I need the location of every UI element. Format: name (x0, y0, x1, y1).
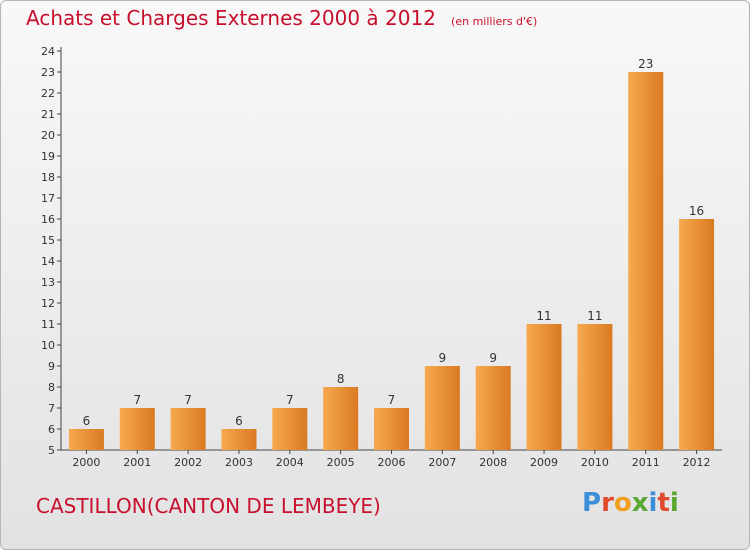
y-tick-label: 15 (41, 234, 55, 247)
bar-value-label: 8 (337, 372, 345, 386)
y-tick-label: 18 (41, 171, 55, 184)
y-tick-label: 17 (41, 192, 55, 205)
bar-2005 (323, 387, 359, 450)
y-tick-label: 24 (41, 45, 55, 58)
y-tick-label: 9 (48, 360, 55, 373)
logo-letter: P (582, 488, 602, 518)
bar-value-label: 7 (133, 393, 141, 407)
bar-2000 (68, 429, 104, 450)
bar-2001 (119, 408, 155, 450)
bar-value-label: 7 (184, 393, 192, 407)
bar-2002 (170, 408, 206, 450)
bar-value-label: 6 (235, 414, 243, 428)
bar-value-label: 9 (489, 351, 497, 365)
y-tick-label: 22 (41, 87, 55, 100)
logo-letter: i (669, 488, 679, 518)
chart-labels: 6 2000 7 2001 7 2002 6 2003 7 2004 8 2005 7 2006 9 2007… (72, 57, 710, 469)
y-tick-label: 11 (41, 318, 55, 331)
x-tick-label: 2002 (174, 456, 202, 469)
x-tick-label: 2006 (378, 456, 406, 469)
bar-value-label: 9 (439, 351, 447, 365)
chart-subtitle: (en milliers d'€) (451, 15, 538, 28)
chart-title: Achats et Charges Externes 2000 à 2012 (26, 6, 436, 30)
bar-value-label: 11 (536, 309, 551, 323)
y-tick-label: 21 (41, 108, 55, 121)
bar-2007 (424, 366, 460, 450)
logo-letter: x (631, 488, 649, 518)
y-tick-label: 23 (41, 66, 55, 79)
y-tick-label: 13 (41, 276, 55, 289)
bar-value-label: 6 (83, 414, 91, 428)
bar-2006 (374, 408, 409, 450)
commune-name: CASTILLON(CANTON DE LEMBEYE) (36, 494, 381, 518)
bar-2009 (526, 324, 562, 450)
bar-2010 (577, 324, 613, 450)
bar-2012 (679, 219, 715, 450)
y-tick-label: 10 (41, 339, 55, 352)
bar-2004 (272, 408, 308, 450)
x-tick-label: 2000 (72, 456, 100, 469)
y-tick-label: 12 (41, 297, 55, 310)
y-tick-label: 16 (41, 213, 55, 226)
x-tick-label: 2012 (683, 456, 711, 469)
bar-value-label: 16 (689, 204, 704, 218)
x-tick-label: 2008 (479, 456, 507, 469)
bar-value-label: 11 (587, 309, 602, 323)
bar-2011 (628, 72, 664, 450)
x-tick-label: 2004 (276, 456, 304, 469)
bar-value-label: 7 (286, 393, 294, 407)
x-tick-label: 2011 (632, 456, 660, 469)
logo-letter: o (613, 488, 632, 518)
y-tick-label: 19 (41, 150, 55, 163)
bar-value-label: 23 (638, 57, 653, 71)
y-tick-label: 6 (48, 423, 55, 436)
bar-2003 (221, 429, 257, 450)
chart-axes: 5 6 7 8 9 10 11 12 13 14 15 16 17 18 19 20 21 22 23 24 (41, 45, 722, 457)
chart-bars (68, 72, 715, 450)
y-tick-label: 8 (48, 381, 55, 394)
bar-value-label: 7 (388, 393, 396, 407)
x-tick-label: 2010 (581, 456, 609, 469)
logo-letter: r (601, 488, 614, 518)
y-tick-label: 20 (41, 129, 55, 142)
title-row: Achats et Charges Externes 2000 à 2012 (… (26, 6, 537, 30)
x-tick-label: 2003 (225, 456, 253, 469)
y-tick-label: 7 (48, 402, 55, 415)
x-tick-label: 2001 (123, 456, 151, 469)
logo-letter: i (648, 488, 658, 518)
proxiti-logo[interactable]: Proxiti (582, 488, 679, 518)
x-tick-label: 2009 (530, 456, 558, 469)
x-tick-label: 2005 (327, 456, 355, 469)
x-tick-label: 2007 (428, 456, 456, 469)
y-tick-label: 5 (48, 444, 55, 457)
logo-letter: t (657, 488, 670, 518)
y-tick-label: 14 (41, 255, 55, 268)
bar-2008 (475, 366, 511, 450)
